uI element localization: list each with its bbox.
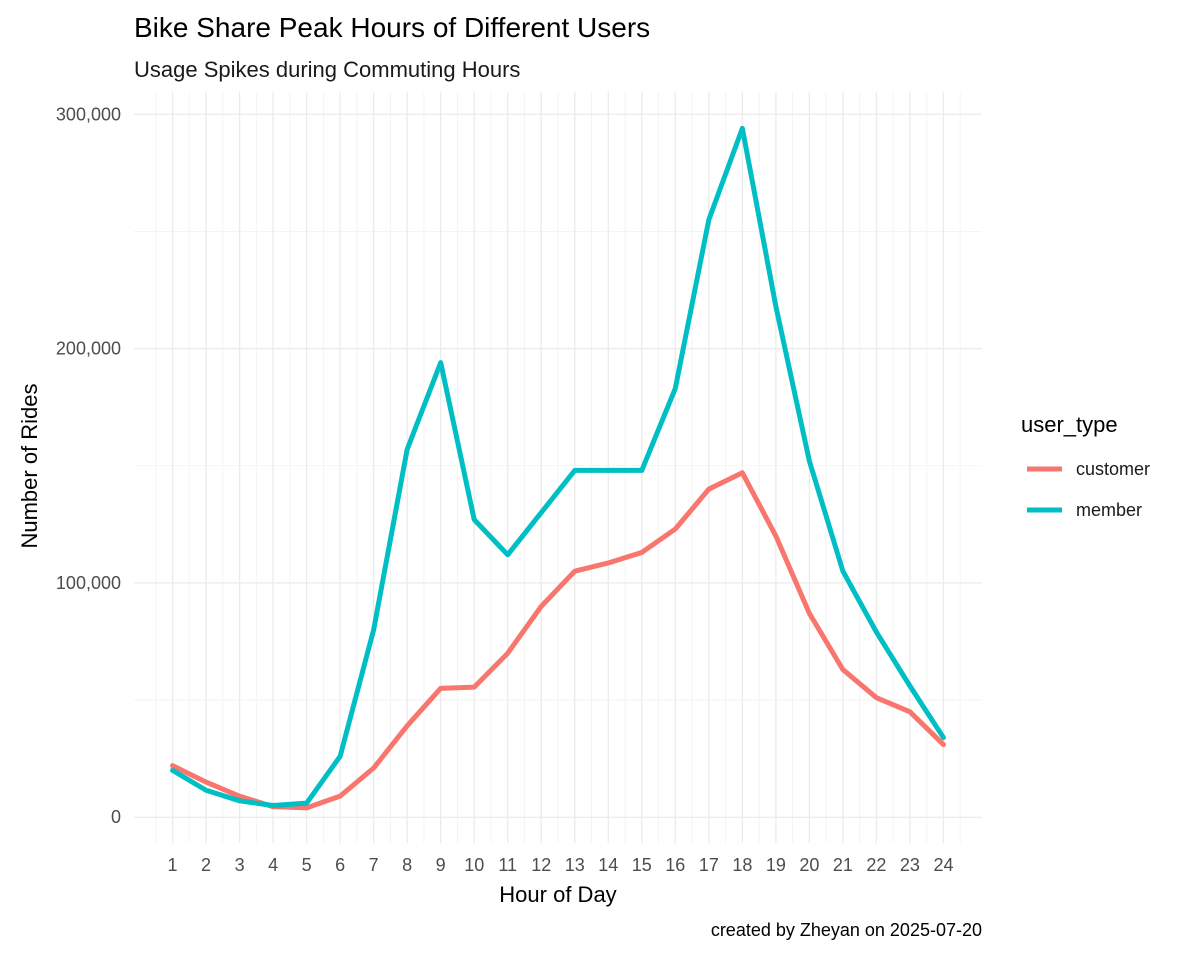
y-tick-label: 0 xyxy=(111,807,121,827)
x-tick-label: 17 xyxy=(699,855,719,875)
x-tick-label: 22 xyxy=(866,855,886,875)
series-line-member xyxy=(170,125,946,809)
x-tick-label: 14 xyxy=(598,855,618,875)
chart-title: Bike Share Peak Hours of Different Users xyxy=(134,12,650,43)
y-axis-ticks: 0 100,000 200,000 300,000 xyxy=(56,104,121,827)
x-tick-label: 24 xyxy=(933,855,953,875)
series-line-customer xyxy=(170,470,946,811)
x-tick-label: 19 xyxy=(766,855,786,875)
y-axis-title: Number of Rides xyxy=(17,383,42,548)
x-axis-ticks: 1 2 3 4 5 6 7 8 9 10 11 12 13 14 15 16 17 18 19 20 21 22 23 24 xyxy=(168,855,954,875)
chart-subtitle: Usage Spikes during Commuting Hours xyxy=(134,57,520,82)
legend-title: user_type xyxy=(1021,412,1118,437)
x-tick-label: 16 xyxy=(665,855,685,875)
y-tick-label: 300,000 xyxy=(56,104,121,124)
x-tick-label: 7 xyxy=(369,855,379,875)
x-tick-label: 5 xyxy=(302,855,312,875)
x-tick-label: 3 xyxy=(235,855,245,875)
legend: user_type customer member xyxy=(1021,412,1150,520)
series-layer xyxy=(170,125,946,811)
legend-items: customer member xyxy=(1027,459,1150,520)
x-tick-label: 20 xyxy=(799,855,819,875)
x-tick-label: 11 xyxy=(498,855,517,875)
x-tick-label: 15 xyxy=(632,855,652,875)
major-gridlines xyxy=(134,92,982,843)
x-tick-label: 13 xyxy=(565,855,585,875)
plot-panel xyxy=(134,92,982,843)
x-tick-label: 9 xyxy=(436,855,446,875)
x-axis-title: Hour of Day xyxy=(499,882,616,907)
x-tick-label: 23 xyxy=(900,855,920,875)
legend-label-customer: customer xyxy=(1076,459,1150,479)
x-tick-label: 4 xyxy=(268,855,278,875)
x-tick-label: 10 xyxy=(464,855,484,875)
legend-label-member: member xyxy=(1076,500,1142,520)
x-tick-label: 12 xyxy=(531,855,551,875)
x-tick-label: 8 xyxy=(402,855,412,875)
x-tick-label: 21 xyxy=(833,855,853,875)
x-tick-label: 2 xyxy=(201,855,211,875)
y-tick-label: 100,000 xyxy=(56,573,121,593)
x-tick-label: 18 xyxy=(732,855,752,875)
y-tick-label: 200,000 xyxy=(56,339,121,359)
x-tick-label: 6 xyxy=(335,855,345,875)
x-tick-label: 1 xyxy=(168,855,178,875)
chart-caption: created by Zheyan on 2025-07-20 xyxy=(711,920,982,940)
minor-gridlines xyxy=(134,92,982,843)
